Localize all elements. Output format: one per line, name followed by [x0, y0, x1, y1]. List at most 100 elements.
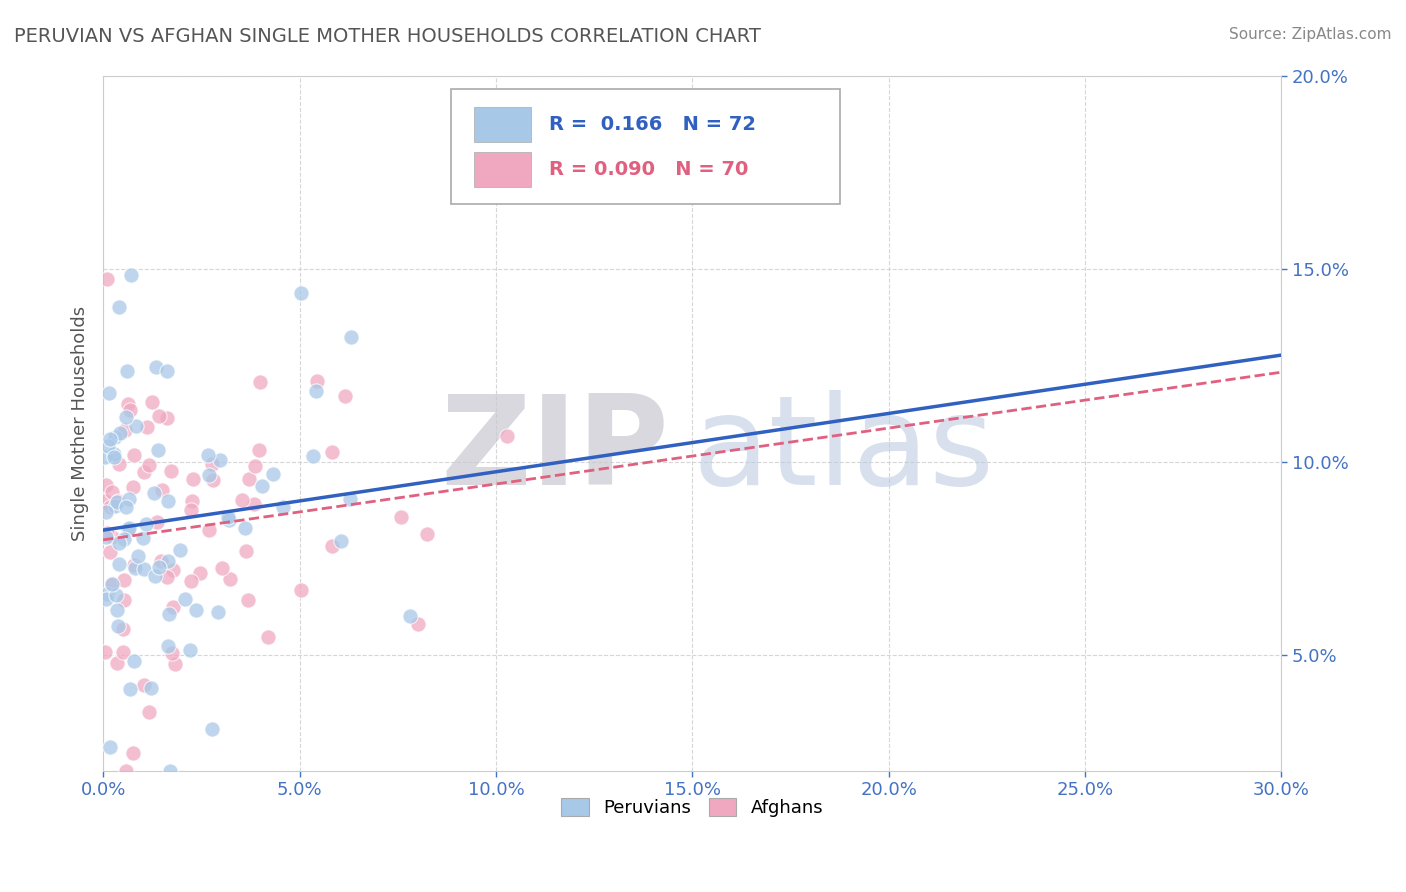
- FancyBboxPatch shape: [451, 89, 839, 204]
- Point: [156, 493, 179, 508]
- Text: atlas: atlas: [692, 391, 994, 511]
- Point: [135, 420, 157, 434]
- Point: [148, 409, 170, 423]
- Point: [398, 609, 420, 624]
- Point: [340, 330, 363, 344]
- Point: [273, 500, 295, 514]
- Point: [169, 543, 191, 558]
- Point: [236, 592, 259, 607]
- Point: [218, 513, 240, 527]
- Point: [197, 449, 219, 463]
- Point: [115, 409, 138, 424]
- Text: Source: ZipAtlas.com: Source: ZipAtlas.com: [1229, 27, 1392, 42]
- Point: [233, 521, 256, 535]
- Point: [180, 574, 202, 589]
- Point: [100, 432, 122, 446]
- Point: [159, 464, 181, 478]
- Point: [94, 645, 117, 659]
- Point: [321, 445, 343, 459]
- Point: [186, 603, 208, 617]
- Point: [135, 516, 157, 531]
- Point: [118, 492, 141, 507]
- Point: [104, 430, 127, 444]
- Point: [201, 722, 224, 736]
- Point: [145, 360, 167, 375]
- Point: [117, 397, 139, 411]
- Point: [122, 747, 145, 761]
- Point: [495, 429, 517, 443]
- Point: [132, 531, 155, 545]
- Point: [107, 300, 129, 314]
- Point: [408, 616, 430, 631]
- Text: R =  0.166   N = 72: R = 0.166 N = 72: [548, 115, 755, 134]
- Point: [173, 591, 195, 606]
- Point: [105, 495, 128, 509]
- Point: [305, 384, 328, 399]
- Point: [162, 600, 184, 615]
- Point: [111, 645, 134, 659]
- Point: [101, 577, 124, 591]
- Point: [219, 572, 242, 586]
- Point: [217, 509, 239, 524]
- Point: [120, 268, 142, 282]
- Point: [156, 411, 179, 425]
- Point: [188, 566, 211, 580]
- Point: [249, 375, 271, 389]
- Point: [138, 458, 160, 472]
- Point: [197, 523, 219, 537]
- Point: [107, 493, 129, 508]
- Point: [243, 497, 266, 511]
- Point: [238, 472, 260, 486]
- Point: [132, 678, 155, 692]
- Point: [207, 606, 229, 620]
- Point: [94, 505, 117, 519]
- Point: [108, 426, 131, 441]
- Point: [180, 502, 202, 516]
- Text: PERUVIAN VS AFGHAN SINGLE MOTHER HOUSEHOLDS CORRELATION CHART: PERUVIAN VS AFGHAN SINGLE MOTHER HOUSEHO…: [14, 27, 761, 45]
- Point: [96, 587, 118, 601]
- Point: [201, 457, 224, 471]
- Point: [96, 525, 118, 540]
- Point: [156, 554, 179, 568]
- Point: [148, 559, 170, 574]
- Point: [245, 458, 267, 473]
- Point: [94, 450, 117, 465]
- Point: [247, 443, 270, 458]
- Point: [124, 654, 146, 668]
- Point: [252, 478, 274, 492]
- Point: [112, 532, 135, 546]
- Point: [143, 486, 166, 500]
- Point: [179, 643, 201, 657]
- Point: [112, 574, 135, 588]
- Point: [141, 681, 163, 696]
- Point: [330, 533, 353, 548]
- Point: [148, 443, 170, 458]
- Point: [235, 544, 257, 558]
- Point: [107, 536, 129, 550]
- Point: [115, 764, 138, 778]
- Point: [98, 740, 121, 755]
- Point: [262, 467, 284, 481]
- Point: [211, 561, 233, 575]
- Point: [96, 591, 118, 606]
- Point: [103, 450, 125, 465]
- Point: [122, 480, 145, 494]
- Point: [122, 448, 145, 462]
- Point: [98, 545, 121, 559]
- Point: [108, 457, 131, 471]
- Point: [197, 467, 219, 482]
- Point: [143, 569, 166, 583]
- Point: [117, 364, 139, 378]
- Point: [100, 484, 122, 499]
- Point: [321, 539, 343, 553]
- Point: [201, 474, 224, 488]
- Point: [114, 424, 136, 438]
- Point: [118, 403, 141, 417]
- Point: [125, 419, 148, 434]
- Point: [150, 483, 173, 498]
- Point: [108, 557, 131, 571]
- Point: [146, 515, 169, 529]
- Legend: Peruvians, Afghans: Peruvians, Afghans: [554, 790, 831, 824]
- Point: [104, 499, 127, 513]
- Point: [96, 530, 118, 544]
